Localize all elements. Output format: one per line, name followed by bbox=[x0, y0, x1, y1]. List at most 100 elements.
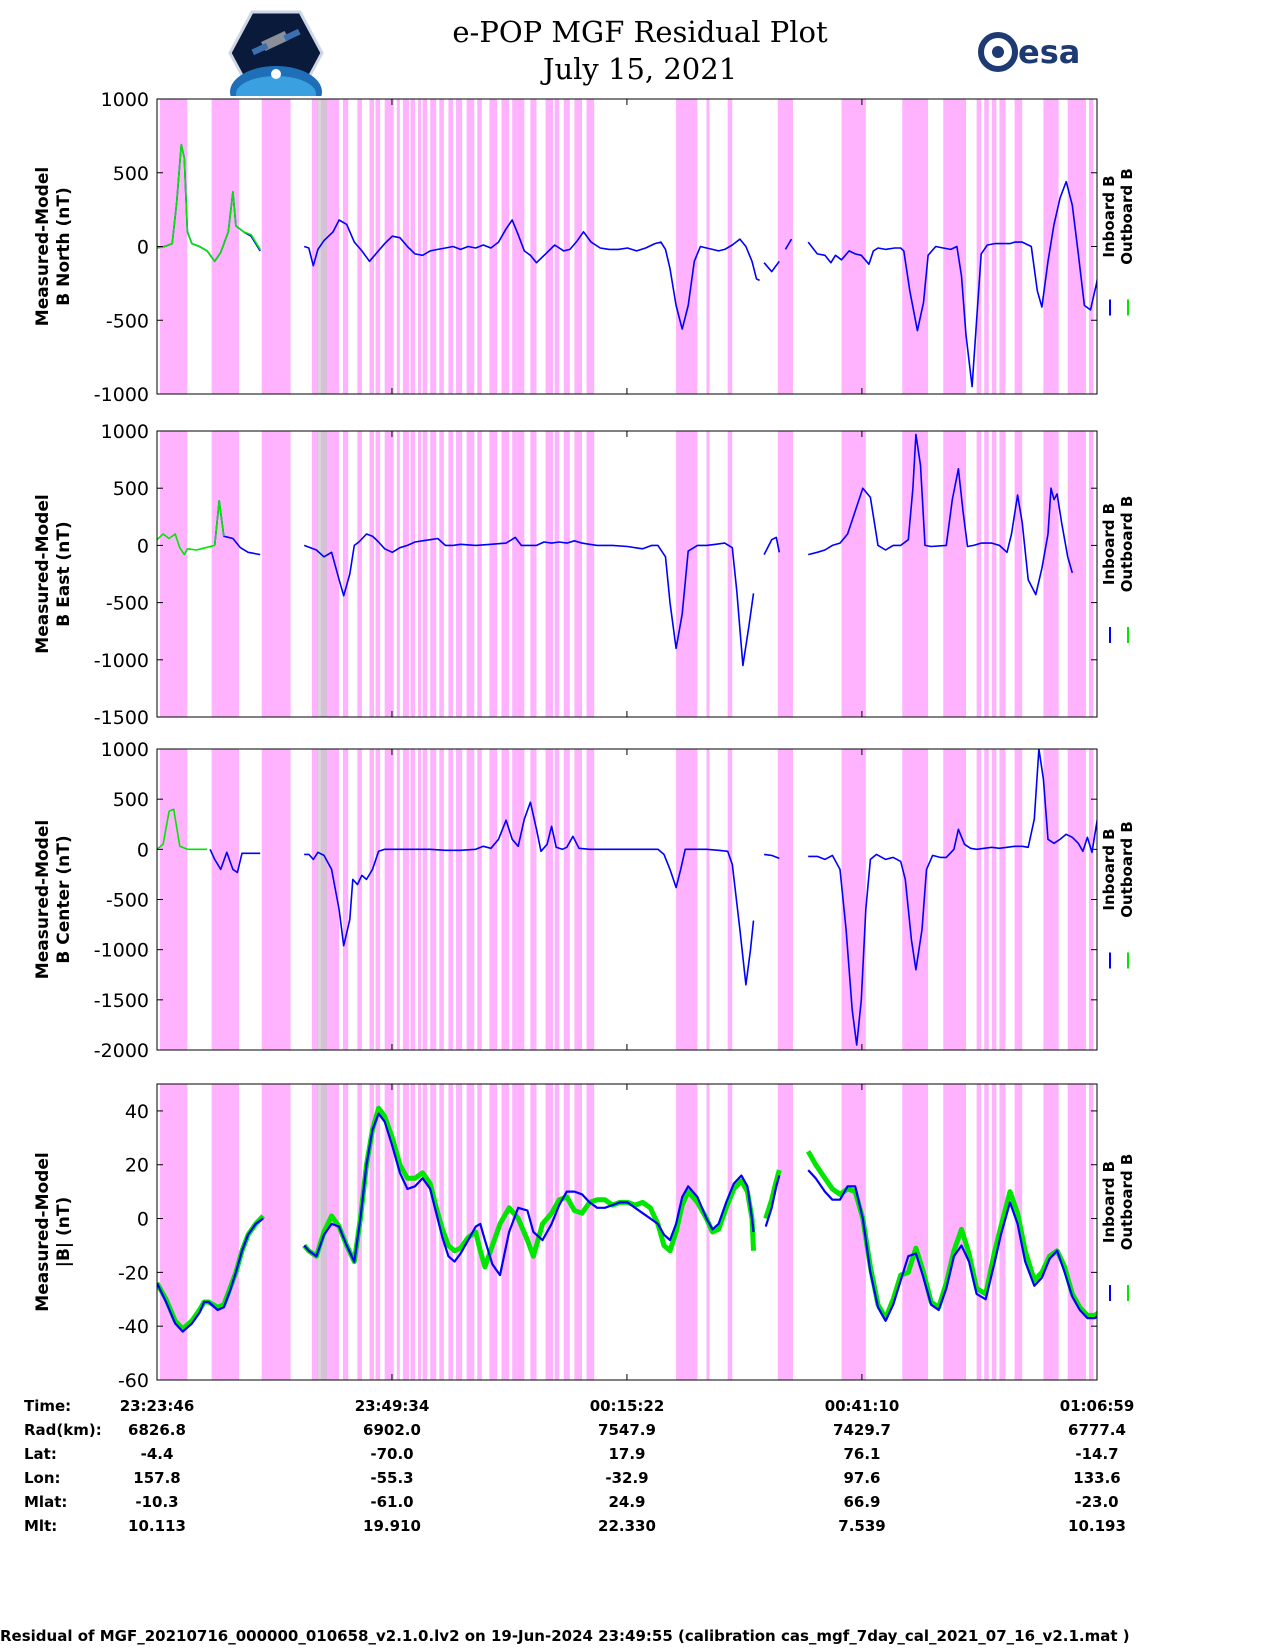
table-cell: 23:49:34 bbox=[354, 1397, 430, 1415]
shaded-region bbox=[545, 1084, 554, 1380]
shaded-region bbox=[943, 749, 967, 1050]
chart-panel-2: 1000 500 0 -500 -1000 -1500 Measured-ModelB Ea… bbox=[33, 421, 1136, 729]
shaded-region bbox=[706, 431, 710, 717]
shaded-region bbox=[563, 99, 570, 394]
shaded-region bbox=[311, 749, 318, 1050]
shaded-region bbox=[512, 99, 525, 394]
y-tick-label: -1500 bbox=[94, 990, 149, 1012]
shaded-region bbox=[586, 1084, 595, 1380]
legend-inboard-label: Inboard B bbox=[1100, 503, 1118, 585]
shaded-region bbox=[501, 99, 510, 394]
shaded-region bbox=[422, 1084, 428, 1380]
shaded-region bbox=[402, 431, 409, 717]
shaded-region bbox=[396, 749, 400, 1050]
shaded-region bbox=[574, 1084, 582, 1380]
y-tick-label: 0 bbox=[137, 535, 149, 557]
shaded-region bbox=[261, 1084, 291, 1380]
table-cell: -55.3 bbox=[370, 1469, 414, 1487]
inboard-line bbox=[209, 848, 261, 874]
shaded-region bbox=[727, 1084, 733, 1380]
shaded-region bbox=[943, 1084, 967, 1380]
shaded-region bbox=[410, 1084, 416, 1380]
shaded-region bbox=[311, 1084, 318, 1380]
shaded-region bbox=[375, 99, 381, 394]
shaded-region bbox=[430, 99, 437, 394]
shaded-region bbox=[777, 749, 793, 1050]
y-tick-label: -1000 bbox=[94, 940, 149, 962]
shaded-region bbox=[676, 1084, 698, 1380]
shaded-region bbox=[261, 749, 291, 1050]
shaded-region bbox=[448, 431, 453, 717]
shaded-region bbox=[586, 99, 595, 394]
shaded-region bbox=[676, 99, 698, 394]
shaded-region bbox=[545, 431, 554, 717]
outboard-line bbox=[157, 143, 261, 263]
shaded-region bbox=[512, 749, 525, 1050]
shaded-region bbox=[211, 431, 239, 717]
shaded-region bbox=[439, 99, 444, 394]
table-cell: -23.0 bbox=[1075, 1493, 1119, 1511]
shaded-region bbox=[501, 749, 510, 1050]
shaded-region bbox=[1043, 749, 1059, 1050]
table-cell: 00:41:10 bbox=[824, 1397, 900, 1415]
shaded-region bbox=[448, 1084, 453, 1380]
shaded-region bbox=[311, 99, 318, 394]
shaded-region bbox=[456, 749, 463, 1050]
shaded-region bbox=[530, 749, 537, 1050]
series-group bbox=[157, 143, 1097, 388]
shaded-region bbox=[574, 431, 582, 717]
gray-region bbox=[317, 749, 327, 1050]
shaded-region bbox=[563, 749, 570, 1050]
shaded-region bbox=[777, 1084, 793, 1380]
page-title: e-POP MGF Residual Plot July 15, 2021 bbox=[400, 14, 880, 88]
inboard-line bbox=[303, 219, 760, 330]
shaded-region bbox=[706, 1084, 710, 1380]
series-group bbox=[157, 1105, 1097, 1333]
charts-area: 1000 500 0 -500 -1000 Measured-ModelB North (… bbox=[33, 89, 1136, 1392]
shaded-region bbox=[1014, 431, 1023, 717]
y-tick-label: -2000 bbox=[94, 1040, 149, 1062]
shaded-region bbox=[489, 431, 497, 717]
shaded-region bbox=[357, 431, 362, 717]
shaded-region bbox=[410, 431, 416, 717]
inboard-line bbox=[304, 801, 755, 986]
shaded-region bbox=[261, 99, 291, 394]
shaded-region bbox=[991, 1084, 997, 1380]
table-cell: 76.1 bbox=[843, 1445, 881, 1463]
shaded-region bbox=[456, 431, 463, 717]
table-cell: -70.0 bbox=[370, 1445, 414, 1463]
y-axis-label: Measured-ModelB North (nT) bbox=[33, 167, 74, 326]
shaded-region bbox=[1067, 1084, 1086, 1380]
chart-panel-3: 1000 500 0 -500 -1000 -1500 -2000 Measured-Mode… bbox=[33, 739, 1136, 1062]
shaded-region bbox=[375, 431, 381, 717]
table-cell: 7547.9 bbox=[598, 1421, 656, 1439]
gray-region bbox=[317, 99, 327, 394]
table-cell: 10.193 bbox=[1068, 1517, 1126, 1535]
inboard-line bbox=[808, 749, 1097, 1046]
shaded-region bbox=[489, 749, 497, 1050]
shaded-region bbox=[456, 99, 463, 394]
table-cell: 6826.8 bbox=[128, 1421, 186, 1439]
legend-outboard-label: Outboard B bbox=[1118, 1154, 1136, 1251]
y-tick-label: -500 bbox=[106, 890, 149, 912]
table-cell: 22.330 bbox=[598, 1517, 656, 1535]
shaded-region bbox=[375, 749, 381, 1050]
series-group bbox=[157, 749, 1097, 1046]
y-tick-label: -1500 bbox=[94, 707, 149, 729]
shaded-region bbox=[1088, 431, 1094, 717]
shaded-region bbox=[586, 749, 595, 1050]
table-cell: 6777.4 bbox=[1068, 1421, 1126, 1439]
shaded-region bbox=[160, 749, 188, 1050]
shaded-region bbox=[396, 1084, 400, 1380]
inboard-line bbox=[807, 1169, 1097, 1322]
shaded-region bbox=[1043, 431, 1059, 717]
shaded-region bbox=[418, 749, 422, 1050]
shaded-region bbox=[160, 1084, 188, 1380]
legend-inboard-label: Inboard B bbox=[1100, 1161, 1118, 1243]
shaded-region bbox=[545, 749, 554, 1050]
inboard-line bbox=[763, 853, 780, 860]
shaded-region bbox=[384, 431, 394, 717]
shaded-region bbox=[357, 99, 362, 394]
shaded-region bbox=[999, 99, 1006, 394]
table-cell: 133.6 bbox=[1073, 1469, 1121, 1487]
